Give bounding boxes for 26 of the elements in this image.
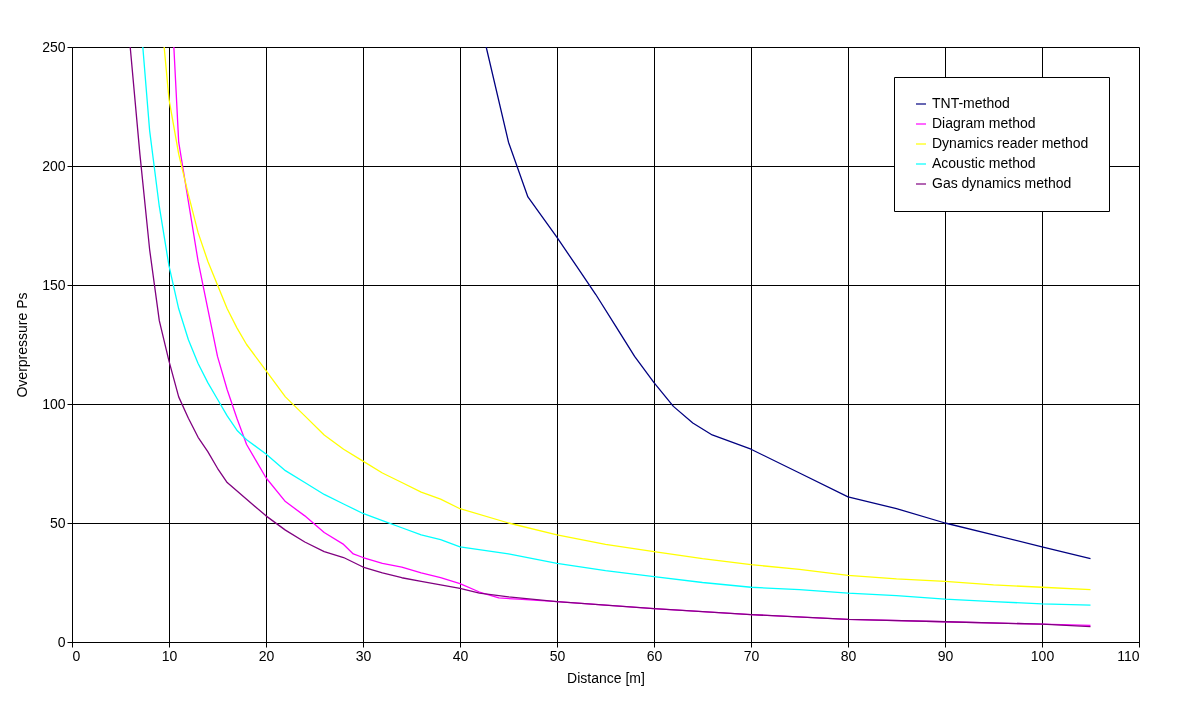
y-tick-label: 200 [42,157,66,174]
x-tick-label: 50 [549,647,566,664]
x-tick-label: 10 [161,647,178,664]
x-tick-label: 70 [743,647,760,664]
y-tick-label: 150 [42,276,66,293]
legend-label: TNT-method [932,95,1010,111]
x-tick-label: 60 [646,647,663,664]
x-tick-label: 110 [1117,647,1140,664]
x-axis-title: Distance [m] [567,669,645,686]
legend-label: Dynamics reader method [932,135,1089,151]
x-tick-label: 30 [355,647,372,664]
x-tick-label: 40 [452,647,469,664]
y-axis-title: Overpressure Ps [14,292,31,398]
x-tick-label: 100 [1030,647,1055,664]
y-tick-label: 250 [42,38,66,55]
x-tick-label: 80 [840,647,857,664]
legend-label: Acoustic method [932,155,1036,171]
y-tick-label: 100 [42,395,66,412]
y-tick-label: 0 [57,633,66,650]
legend-label: Gas dynamics method [932,175,1072,191]
y-tick-label: 50 [49,514,66,531]
line-series [485,47,1092,560]
legend-label: Diagram method [932,115,1036,131]
x-tick-label: 0 [72,647,81,664]
x-tick-label: 20 [258,647,275,664]
x-tick-label: 90 [937,647,954,664]
